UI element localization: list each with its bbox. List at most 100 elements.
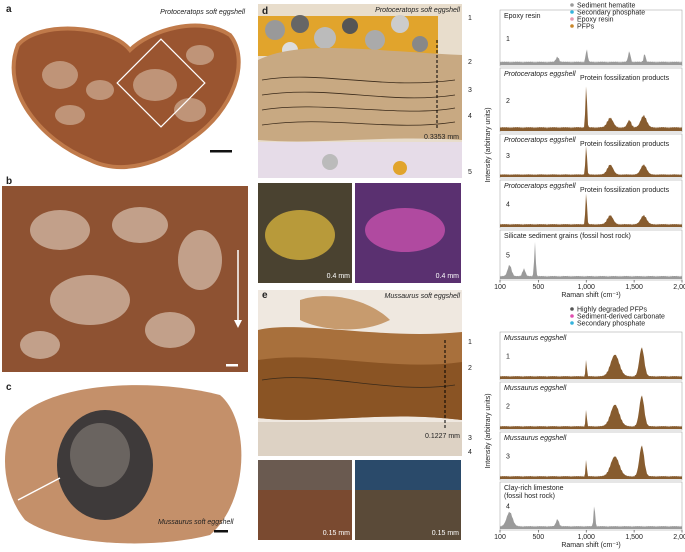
trace-label: Mussaurus eggshell <box>504 335 567 342</box>
layer-number: 2 <box>468 59 472 66</box>
trace-number: 2 <box>506 98 510 105</box>
micrograph-detail <box>258 490 352 540</box>
layer-number: 4 <box>468 449 472 456</box>
trace-note: Protein fossilization products <box>580 75 670 82</box>
panel-label: a <box>6 4 12 15</box>
trace-label: Mussaurus eggshell <box>504 435 567 442</box>
panel-title: Mussaurus soft eggshell <box>385 293 461 300</box>
egg-highlight <box>70 423 130 487</box>
trace-frame <box>499 381 683 431</box>
x-tick-label: 100 <box>494 284 506 291</box>
panel-label: d <box>262 6 268 17</box>
legend-marker <box>570 321 574 325</box>
x-tick-label: 1,500 <box>625 534 643 541</box>
x-tick-label: 1,000 <box>577 534 595 541</box>
spectrum <box>500 86 682 131</box>
legend-marker <box>570 17 574 21</box>
grain <box>322 154 338 170</box>
x-tick-label: 1,000 <box>577 284 595 291</box>
x-tick-label: 2,000 <box>673 534 685 541</box>
legend-label: Epoxy resin <box>577 17 614 24</box>
layer-number: 2 <box>468 365 472 372</box>
panel-label: c <box>6 382 12 393</box>
trace-label: Mussaurus eggshell <box>504 385 567 392</box>
trace-number: 4 <box>506 503 510 510</box>
trace-frame <box>499 9 683 67</box>
trace-note: Protein fossilization products <box>580 187 670 194</box>
caption: Protoceratops soft eggshell <box>160 9 245 16</box>
trace-number: 1 <box>506 36 510 43</box>
arrow <box>17 477 61 501</box>
host-sediment <box>258 142 462 178</box>
trace-label: Protoceratops eggshell <box>504 137 576 144</box>
trace-frame <box>499 229 683 281</box>
scale-bar <box>214 530 228 533</box>
layer-number: 4 <box>468 113 472 120</box>
legend-label: PFPs <box>577 24 595 31</box>
panel-label: b <box>6 176 12 187</box>
inner-layer <box>258 357 462 420</box>
x-axis-label: Raman shift (cm⁻¹) <box>561 542 620 549</box>
legend-label: Highly degraded PFPs <box>577 307 648 314</box>
x-tick-label: 500 <box>532 534 544 541</box>
legend-marker <box>570 314 574 318</box>
x-tick-label: 1,500 <box>625 284 643 291</box>
legend-marker <box>570 307 574 311</box>
legend-label: Secondary phosphate <box>577 321 645 328</box>
host-sediment <box>258 422 462 456</box>
spectrum <box>500 506 682 529</box>
scale-label: 0.4 mm <box>436 273 460 280</box>
micrograph-detail <box>265 210 335 260</box>
trace-label: Protoceratops eggshell <box>504 183 576 190</box>
thickness-label: 0.1227 mm <box>425 433 460 440</box>
micrograph-detail <box>365 208 445 252</box>
trace-frame <box>499 481 683 531</box>
thickness-label: 0.3353 mm <box>424 134 459 141</box>
caption: Mussaurus soft eggshell <box>158 519 234 526</box>
spectrum <box>500 146 682 177</box>
x-axis-label: Raman shift (cm⁻¹) <box>561 292 620 299</box>
grain <box>393 161 407 175</box>
photo-texture <box>20 207 222 359</box>
layer-line <box>261 377 456 388</box>
layer-number: 1 <box>468 15 472 22</box>
spectrum <box>500 49 682 65</box>
inset-box <box>116 38 206 128</box>
legend-label: Secondary phosphate <box>577 10 645 17</box>
spectrum <box>500 445 682 479</box>
layer-number: 3 <box>468 87 472 94</box>
shell-fragment <box>300 296 390 330</box>
trace-number: 4 <box>506 201 510 208</box>
legend-marker <box>570 10 574 14</box>
trace-number: 5 <box>506 253 510 260</box>
spectrum <box>500 347 682 379</box>
trace-note: (fossil host rock) <box>504 493 555 500</box>
scale-label: 0.15 mm <box>323 530 350 537</box>
micrograph-detail <box>355 490 461 540</box>
photo-texture <box>42 45 214 125</box>
trace-number: 3 <box>506 153 510 160</box>
trace-label: Protoceratops eggshell <box>504 71 576 78</box>
spectrum <box>500 395 682 429</box>
layer-number: 1 <box>468 339 472 346</box>
trace-frame <box>499 431 683 481</box>
scale-bar <box>226 364 238 367</box>
trace-number: 1 <box>506 353 510 360</box>
scale-label: 0.15 mm <box>432 530 459 537</box>
trace-number: 3 <box>506 453 510 460</box>
legend-marker <box>570 24 574 28</box>
legend-label: Sediment hematite <box>577 3 635 10</box>
panel-label: e <box>262 290 268 301</box>
x-tick-label: 100 <box>494 534 506 541</box>
trace-note: Protein fossilization products <box>580 141 670 148</box>
trace-label: Epoxy resin <box>504 13 541 20</box>
y-axis-label: Intensity (arbitrary units) <box>485 393 492 468</box>
spectrum <box>500 241 682 279</box>
trace-frame <box>499 133 683 179</box>
trace-label: Clay-rich limestone <box>504 485 564 492</box>
trace-label: Silicate sediment grains (fossil host ro… <box>504 233 631 240</box>
trace-frame <box>499 67 683 133</box>
layer-number: 5 <box>468 169 472 176</box>
y-axis-label: Intensity (arbitrary units) <box>485 107 492 182</box>
